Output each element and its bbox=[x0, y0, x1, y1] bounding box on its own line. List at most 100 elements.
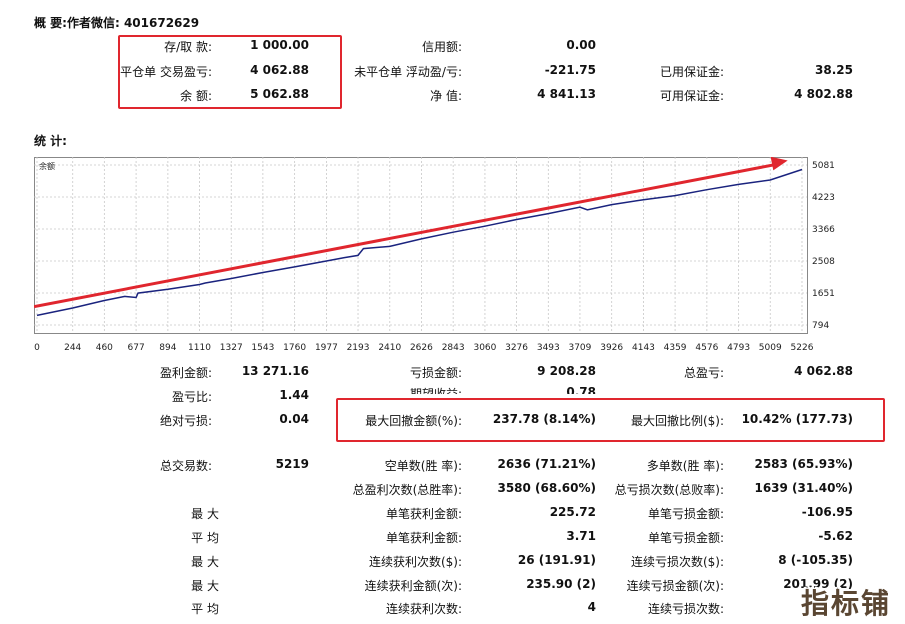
x-tick-label: 1977 bbox=[315, 343, 338, 352]
watermark-logo: 指标铺 bbox=[800, 587, 891, 620]
average-consecutive-label: 平 均 bbox=[191, 602, 219, 616]
balance-highlight-box bbox=[118, 35, 342, 109]
x-tick-label: 460 bbox=[96, 343, 113, 352]
equity-label: 净 值: bbox=[430, 89, 462, 103]
total-profit-label: 总盈亏: bbox=[683, 366, 724, 380]
total-profit-value: 4 062.88 bbox=[794, 364, 853, 378]
x-tick-label: 4359 bbox=[664, 343, 687, 352]
x-tick-label: 2410 bbox=[378, 343, 401, 352]
long-trades-label: 多单数(胜 率): bbox=[646, 459, 724, 473]
balance-value: 5 062.88 bbox=[250, 87, 309, 101]
x-tick-label: 1543 bbox=[251, 343, 274, 352]
drawdown-highlight-box bbox=[336, 398, 885, 442]
loss-trades-value: 1639 (31.40%) bbox=[754, 481, 853, 495]
largest-win-label: 单笔获利金额: bbox=[385, 507, 462, 521]
cons-loss-value: 201.99 (2) bbox=[783, 577, 853, 591]
largest-loss-label: 单笔亏损金额: bbox=[647, 507, 724, 521]
long-trades-value: 2583 (65.93%) bbox=[754, 457, 853, 471]
max-drawdown-value: 237.78 (8.14%) bbox=[492, 412, 596, 426]
closed-pl-label: 平仓单 交易盈亏: bbox=[120, 65, 212, 79]
x-tick-label: 4793 bbox=[727, 343, 750, 352]
trend-arrow-line bbox=[33, 163, 776, 309]
average-win-label: 单笔获利金额: bbox=[385, 531, 462, 545]
avg-cons-wins-label: 连续获利次数: bbox=[385, 602, 462, 616]
abs-drawdown-label: 绝对亏损: bbox=[159, 414, 212, 428]
floating-pl-label: 未平仓单 浮动盈/亏: bbox=[354, 65, 462, 79]
cons-wins-value: 26 (191.91) bbox=[517, 553, 596, 567]
expected-payoff-label: 期望收益: bbox=[409, 387, 462, 394]
y-tick-label: 3366 bbox=[812, 225, 835, 235]
x-tick-label: 894 bbox=[159, 343, 176, 352]
max-drawdown-label: 最大回撤金额(%): bbox=[365, 414, 462, 428]
cons-profit-value: 235.90 (2) bbox=[526, 577, 596, 591]
gross-profit-label: 盈利金额: bbox=[159, 366, 212, 380]
chart-legend-label: 余额 bbox=[39, 161, 55, 171]
largest-loss-value: -106.95 bbox=[801, 505, 853, 519]
loss-trades-label: 总亏损次数(总败率): bbox=[614, 483, 724, 497]
x-tick-label: 3276 bbox=[505, 343, 528, 352]
x-tick-label: 5226 bbox=[791, 343, 814, 352]
y-tick-label: 4223 bbox=[812, 193, 835, 203]
short-trades-label: 空单数(胜 率): bbox=[384, 459, 462, 473]
x-tick-label: 244 bbox=[64, 343, 81, 352]
credit-value: 0.00 bbox=[566, 38, 596, 52]
statistics-title: 统 计: bbox=[34, 134, 67, 148]
closed-pl-value: 4 062.88 bbox=[250, 63, 309, 77]
max-consecutive-amount-label: 最 大 bbox=[191, 579, 219, 593]
deposit-label: 存/取 款: bbox=[164, 40, 212, 54]
average-loss-value: -5.62 bbox=[818, 529, 853, 543]
cons-wins-label: 连续获利次数($): bbox=[368, 555, 462, 569]
x-tick-label: 2193 bbox=[347, 343, 370, 352]
x-tick-label: 2626 bbox=[410, 343, 433, 352]
x-tick-label: 1327 bbox=[220, 343, 243, 352]
y-tick-label: 794 bbox=[812, 321, 829, 331]
margin-value: 38.25 bbox=[815, 63, 853, 77]
free-margin-label: 可用保证金: bbox=[659, 89, 724, 103]
win-trades-value: 3580 (68.60%) bbox=[497, 481, 596, 495]
cons-losses-label: 连续亏损次数($): bbox=[630, 555, 724, 569]
short-trades-value: 2636 (71.21%) bbox=[497, 457, 596, 471]
largest-win-value: 225.72 bbox=[549, 505, 596, 519]
x-tick-label: 2843 bbox=[442, 343, 465, 352]
max-consecutive-label: 最 大 bbox=[191, 555, 219, 569]
abs-drawdown-value: 0.04 bbox=[279, 412, 309, 426]
total-trades-value: 5219 bbox=[275, 457, 309, 471]
x-tick-label: 1110 bbox=[188, 343, 211, 352]
trend-arrow-head bbox=[770, 156, 788, 171]
cons-loss-label: 连续亏损金额(次): bbox=[626, 579, 724, 593]
win-trades-label: 总盈利次数(总胜率): bbox=[352, 483, 462, 497]
x-tick-label: 1760 bbox=[283, 343, 306, 352]
plot-frame bbox=[34, 157, 808, 334]
balance-chart-svg: 0 244 460 677 894 1110 1327 1543 1760 1977 2193 241… bbox=[33, 156, 835, 353]
cons-profit-label: 连续获利金额(次): bbox=[364, 579, 462, 593]
x-tick-label: 677 bbox=[128, 343, 145, 352]
x-tick-label: 4143 bbox=[632, 343, 655, 352]
summary-title: 概 要:作者微信: 401672629 bbox=[34, 16, 200, 30]
rel-drawdown-value: 10.42% (177.73) bbox=[741, 412, 853, 426]
gross-loss-value: 9 208.28 bbox=[537, 364, 596, 378]
x-tick-label: 4576 bbox=[695, 343, 718, 352]
largest-label: 最 大 bbox=[191, 507, 219, 521]
y-tick-label: 5081 bbox=[812, 161, 835, 171]
x-tick-label: 5009 bbox=[759, 343, 782, 352]
gross-loss-label: 亏损金额: bbox=[409, 366, 462, 380]
x-tick-label: 3709 bbox=[568, 343, 591, 352]
rel-drawdown-label: 最大回撤比例($): bbox=[630, 414, 724, 428]
balance-label: 余 额: bbox=[180, 89, 212, 103]
equity-value: 4 841.13 bbox=[537, 87, 596, 101]
deposit-value: 1 000.00 bbox=[250, 38, 309, 52]
x-tick-label: 3493 bbox=[537, 343, 560, 352]
avg-cons-wins-value: 4 bbox=[587, 600, 596, 614]
free-margin-value: 4 802.88 bbox=[794, 87, 853, 101]
expected-payoff-value: 0.78 bbox=[566, 385, 596, 394]
balance-chart: 0 244 460 677 894 1110 1327 1543 1760 1977 2193 241… bbox=[33, 156, 844, 353]
x-tick-label: 3060 bbox=[473, 343, 496, 352]
avg-cons-losses-label: 连续亏损次数: bbox=[647, 602, 724, 616]
y-tick-label: 1651 bbox=[812, 289, 835, 299]
gross-profit-value: 13 271.16 bbox=[241, 364, 309, 378]
total-trades-label: 总交易数: bbox=[159, 459, 212, 473]
credit-label: 信用额: bbox=[421, 40, 462, 54]
profit-factor-label: 盈亏比: bbox=[171, 390, 212, 404]
x-tick-label: 0 bbox=[34, 343, 40, 352]
y-tick-label: 2508 bbox=[812, 257, 835, 267]
